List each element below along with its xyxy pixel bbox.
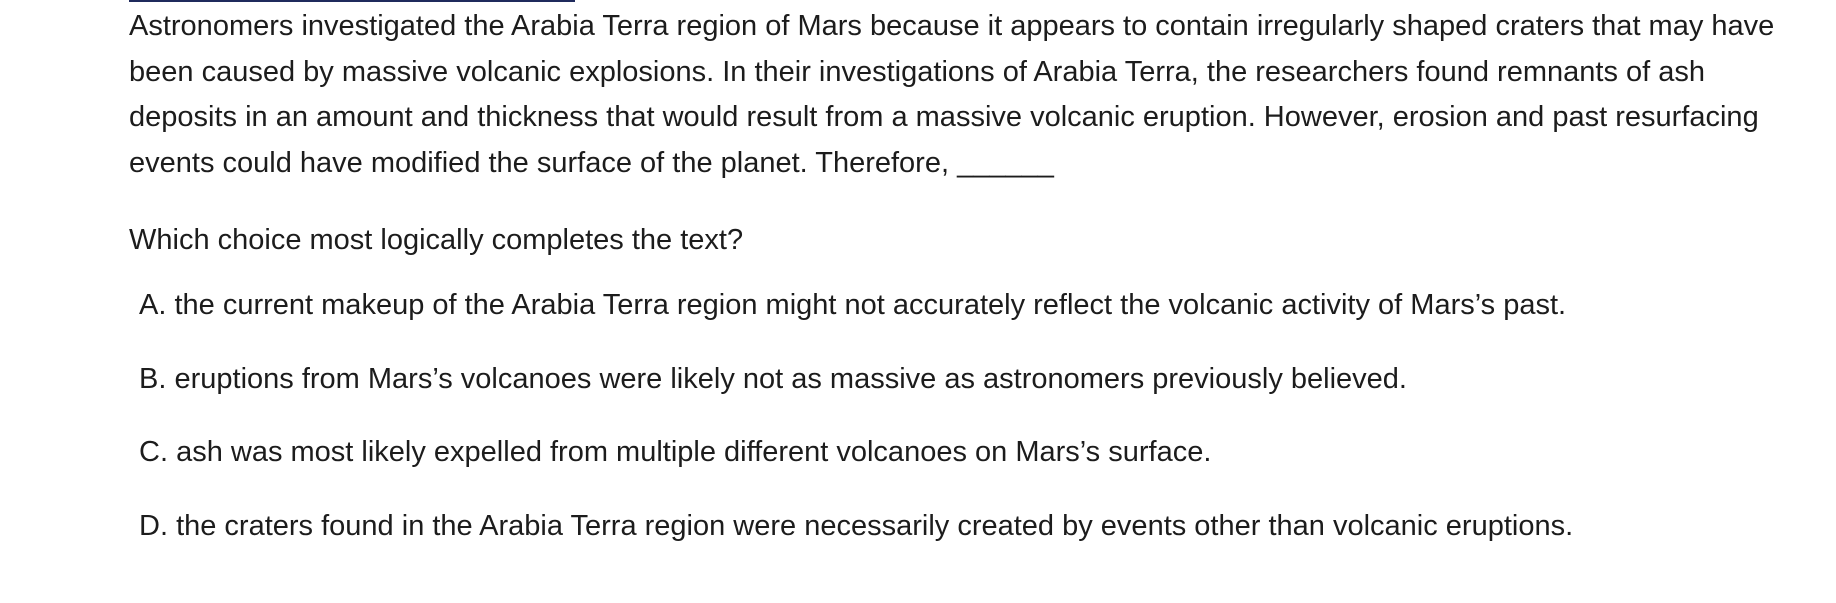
answer-choices: A. the current makeup of the Arabia Terr… bbox=[139, 283, 1573, 577]
choice-a-letter: A. bbox=[139, 289, 167, 321]
choice-c-text: ash was most likely expelled from multip… bbox=[176, 436, 1212, 468]
choice-d-text: the craters found in the Arabia Terra re… bbox=[176, 509, 1574, 542]
choice-c-letter: C. bbox=[139, 436, 168, 468]
choice-b-letter: B. bbox=[139, 362, 167, 395]
choice-b-text: eruptions from Mars’s volcanoes were lik… bbox=[174, 362, 1407, 395]
choice-d-letter: D. bbox=[139, 509, 168, 542]
choice-a-text: the current makeup of the Arabia Terra r… bbox=[174, 289, 1567, 321]
top-divider bbox=[129, 0, 575, 2]
choice-c[interactable]: C. ash was most likely expelled from mul… bbox=[139, 430, 1573, 504]
passage-text: Astronomers investigated the Arabia Terr… bbox=[129, 10, 1775, 179]
question-prompt: Which choice most logically completes th… bbox=[129, 224, 744, 256]
choice-a[interactable]: A. the current makeup of the Arabia Terr… bbox=[139, 283, 1573, 357]
choice-b[interactable]: B. eruptions from Mars’s volcanoes were … bbox=[139, 357, 1573, 431]
choice-d[interactable]: D. the craters found in the Arabia Terra… bbox=[139, 504, 1573, 578]
